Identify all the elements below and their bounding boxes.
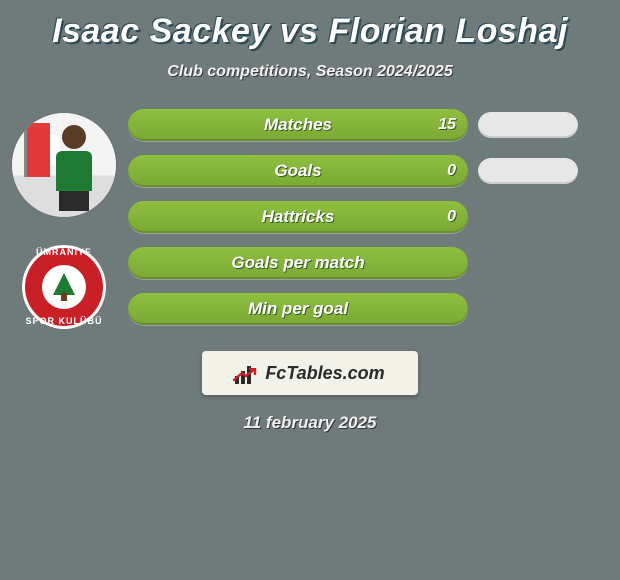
left-column: ÜMRANİYE SPOR KULÜBÜ <box>0 109 128 329</box>
stat-value-left <box>128 109 152 141</box>
stat-label: Matches <box>264 115 332 135</box>
page-title: Isaac Sackey vs Florian Loshaj <box>0 12 620 51</box>
stat-value-left <box>128 155 152 187</box>
brand-badge: FcTables.com <box>202 351 418 395</box>
side-pill <box>478 158 578 184</box>
stat-bars: Matches 15 Goals 0 Hattricks 0 <box>128 109 620 325</box>
player2-club-badge: ÜMRANİYE SPOR KULÜBÜ <box>22 245 106 329</box>
side-pill <box>478 112 578 138</box>
player1-avatar <box>12 113 116 217</box>
stat-pill-hattricks: Hattricks 0 <box>128 201 468 233</box>
stat-row: Matches 15 <box>128 109 612 141</box>
stat-value-left <box>128 293 152 325</box>
stat-pill-matches: Matches 15 <box>128 109 468 141</box>
stat-label: Goals <box>274 161 321 181</box>
stat-value-right <box>444 293 468 325</box>
stat-row: Goals 0 <box>128 155 612 187</box>
stat-value-right: 0 <box>435 201 468 233</box>
subtitle: Club competitions, Season 2024/2025 <box>0 63 620 81</box>
content-area: ÜMRANİYE SPOR KULÜBÜ Matches 15 G <box>0 109 620 329</box>
stat-pill-mpg: Min per goal <box>128 293 468 325</box>
stat-value-left <box>128 201 152 233</box>
stat-label: Goals per match <box>231 253 364 273</box>
stat-pill-gpm: Goals per match <box>128 247 468 279</box>
stat-label: Min per goal <box>248 299 348 319</box>
stat-value-left <box>128 247 152 279</box>
stat-value-right: 0 <box>435 155 468 187</box>
stat-value-right: 15 <box>426 109 468 141</box>
stat-pill-goals: Goals 0 <box>128 155 468 187</box>
stat-label: Hattricks <box>262 207 335 227</box>
stat-row: Goals per match <box>128 247 612 279</box>
brand-text: FcTables.com <box>265 363 384 384</box>
brand-chart-icon <box>235 362 257 384</box>
stat-value-right <box>444 247 468 279</box>
date-text: 11 february 2025 <box>0 413 620 433</box>
stat-row: Hattricks 0 <box>128 201 612 233</box>
badge-bottom-text: SPOR KULÜBÜ <box>22 245 106 329</box>
stat-row: Min per goal <box>128 293 612 325</box>
